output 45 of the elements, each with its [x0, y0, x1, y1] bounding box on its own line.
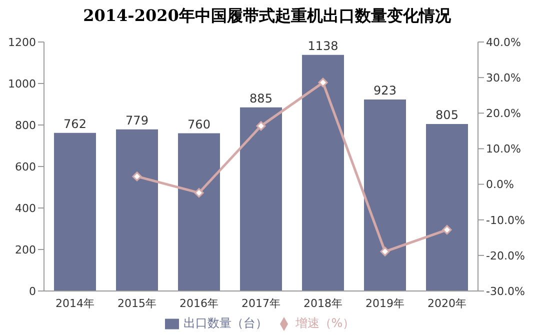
y2-tick-label: 30.0% — [486, 71, 521, 84]
data-label: 1138 — [308, 38, 338, 53]
y2-tick-label: 10.0% — [486, 142, 521, 156]
y-tick-label: 600 — [15, 160, 36, 174]
y-tick-label: 200 — [15, 243, 36, 256]
y2-tick-label: -20.0% — [486, 249, 525, 262]
bar — [116, 129, 158, 291]
bar — [426, 124, 468, 291]
data-label: 805 — [436, 108, 458, 122]
x-tick-label: 2016年 — [180, 296, 218, 310]
bar — [178, 133, 220, 291]
legend-label: 出口数量（台） — [183, 316, 268, 330]
point — [132, 172, 142, 182]
legend-label: 增速（%） — [295, 316, 355, 330]
y2-tick-label: -10.0% — [486, 214, 525, 227]
point — [380, 246, 390, 256]
data-label: 760 — [188, 117, 210, 132]
point — [318, 78, 328, 88]
y2-tick-label: 0.0% — [486, 178, 514, 192]
y-tick-label: 800 — [15, 118, 36, 132]
point — [442, 225, 452, 235]
y-tick-label: 0 — [29, 284, 36, 298]
x-tick-label: 2019年 — [366, 296, 404, 310]
chart-title: 2014-2020年中国履带式起重机出口数量变化情况 — [82, 6, 452, 27]
y-tick-label: 1200 — [8, 36, 36, 49]
y2-tick-label: -30.0% — [486, 284, 525, 298]
bar — [364, 99, 406, 291]
data-label: 885 — [250, 91, 272, 106]
x-tick-label: 2020年 — [428, 296, 466, 310]
x-tick-label: 2017年 — [242, 296, 280, 310]
bar — [240, 107, 282, 291]
y2-tick-label: 20.0% — [486, 107, 521, 120]
data-label: 779 — [126, 113, 148, 128]
y2-tick-label: 40.0% — [486, 36, 521, 49]
y-tick-label: 1000 — [8, 77, 36, 90]
bar — [54, 132, 96, 291]
point — [256, 121, 266, 131]
x-tick-label: 2014年 — [56, 296, 94, 310]
x-tick-label: 2018年 — [304, 296, 342, 310]
y-tick-label: 400 — [15, 202, 36, 215]
x-tick-label: 2015年 — [118, 296, 156, 310]
data-label: 923 — [374, 83, 396, 98]
data-label: 762 — [64, 116, 86, 131]
bar — [302, 54, 344, 291]
point — [194, 188, 204, 198]
